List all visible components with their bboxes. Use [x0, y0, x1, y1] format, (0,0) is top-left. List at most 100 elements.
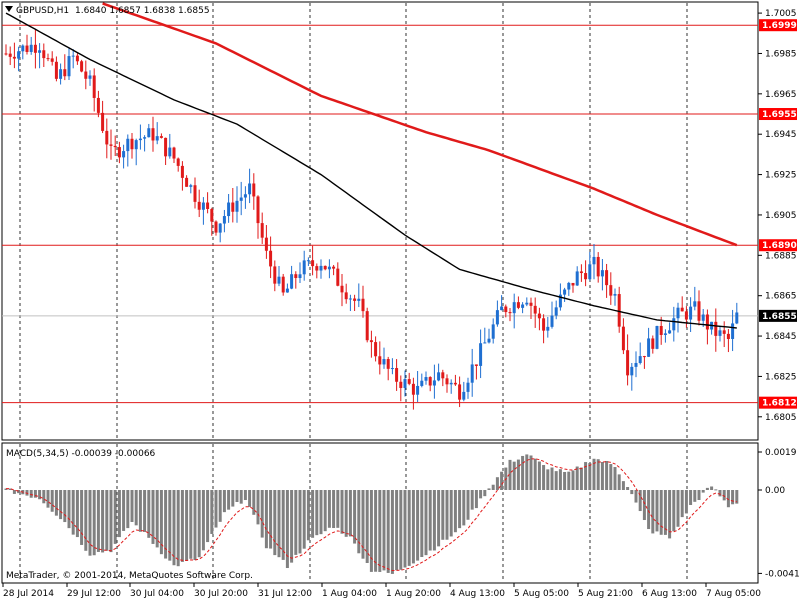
candle-body [726, 333, 730, 339]
candle-body [399, 381, 403, 388]
macd-bar [705, 487, 709, 490]
macd-bar [613, 467, 617, 490]
macd-bar [525, 454, 529, 490]
macd-bar [264, 490, 268, 549]
macd-bar [441, 490, 445, 540]
macd-bar [647, 490, 651, 530]
candle-body [189, 185, 193, 187]
candle-body [529, 302, 533, 306]
candle-body [42, 50, 46, 59]
macd-bar [143, 490, 147, 532]
candle-body [67, 56, 71, 77]
candle-body [390, 368, 394, 370]
collapse-triangle-icon[interactable] [5, 6, 13, 12]
candle-body [75, 55, 79, 62]
macd-bar [92, 490, 96, 556]
candle-body [554, 307, 558, 316]
macd-bar [584, 462, 588, 490]
macd-bar [453, 490, 457, 533]
macd-bar [348, 490, 352, 537]
macd-axis: 0.0019 0.00 -0.00417 [758, 448, 800, 579]
candle-body [260, 223, 264, 238]
candle-body [50, 58, 54, 62]
macd-bar [298, 490, 302, 554]
price-labels: 1.6999 1.6955 1.6890 1.6812 1.6855 [759, 19, 797, 409]
candle-body [92, 75, 96, 98]
candle-body [689, 306, 693, 320]
candle-body [714, 321, 718, 336]
macd-bar [185, 490, 189, 561]
macd-label: MACD(5,34,5) -0.00039 -0.00066 [6, 449, 156, 459]
macd-bar [344, 490, 348, 537]
candle-body [117, 147, 121, 158]
candle-body [647, 338, 651, 357]
candle-body [336, 268, 340, 286]
price-tick-label: 1.6845 [765, 332, 797, 342]
macd-bar [340, 490, 344, 534]
candle-body [290, 274, 294, 289]
macd-bar [449, 490, 453, 537]
candle-body [340, 285, 344, 293]
macd-bar [206, 490, 210, 543]
macd-bar [592, 458, 596, 490]
macd-bar [432, 490, 436, 551]
macd-bar [609, 464, 613, 490]
candle-body [416, 385, 420, 395]
price-tick-label: 1.6905 [765, 211, 797, 221]
candle-body [500, 306, 504, 311]
macd-bar [399, 490, 403, 570]
macd-bar [621, 481, 625, 490]
candle-body [4, 53, 8, 55]
macd-bar [353, 490, 357, 544]
candle-body [638, 356, 642, 363]
macd-bar [516, 459, 520, 490]
macd-bar [437, 490, 441, 547]
macd-bar [487, 488, 491, 490]
candle-body [227, 202, 231, 217]
candle-body [101, 112, 105, 131]
macd-bar [197, 490, 201, 558]
candle-body [235, 200, 239, 212]
macd-bar [735, 490, 739, 504]
macd-bar [600, 461, 604, 490]
candle-body [567, 282, 571, 290]
candle-body [684, 311, 688, 320]
candle-body [315, 266, 319, 271]
macd-bar [113, 490, 117, 544]
candle-body [298, 274, 302, 279]
time-label: 29 Jul 12:00 [67, 589, 121, 599]
macd-bar [151, 490, 155, 544]
macd-bar [332, 490, 336, 529]
candle-body [319, 265, 323, 271]
macd-bar [256, 490, 260, 525]
macd-bar [365, 490, 369, 563]
candle-body [407, 379, 411, 384]
macd-bar [680, 490, 684, 518]
candle-body [722, 330, 726, 334]
chart-ohlc: 1.6840 1.6857 1.6838 1.6855 [75, 6, 210, 16]
candle-body [571, 282, 575, 286]
time-label: 5 Aug 05:00 [514, 589, 569, 599]
macd-bar [369, 490, 373, 572]
candle-body [592, 256, 596, 265]
candle-body [663, 333, 667, 335]
macd-bar [180, 490, 184, 562]
candle-body [134, 140, 138, 150]
candle-body [311, 260, 315, 267]
candle-body [122, 151, 126, 158]
level-lines [2, 24, 758, 404]
candle-body [248, 183, 252, 195]
candles [4, 29, 739, 410]
macd-bar [126, 490, 130, 529]
candle-body [659, 325, 663, 335]
macd-bar [726, 490, 730, 508]
candle-body [252, 183, 256, 197]
candle-body [374, 342, 378, 357]
macd-signal-line [6, 458, 737, 572]
macd-bar [361, 490, 365, 559]
candle-body [54, 61, 58, 79]
candle-body [550, 315, 554, 327]
candle-body [609, 285, 613, 296]
level-label-text: 1.6999 [762, 21, 797, 31]
